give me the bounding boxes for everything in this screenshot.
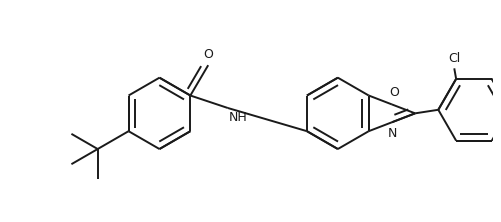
Text: O: O [203, 48, 213, 61]
Text: O: O [388, 86, 398, 99]
Text: NH: NH [228, 111, 247, 124]
Text: Cl: Cl [447, 52, 459, 65]
Text: N: N [387, 127, 397, 141]
